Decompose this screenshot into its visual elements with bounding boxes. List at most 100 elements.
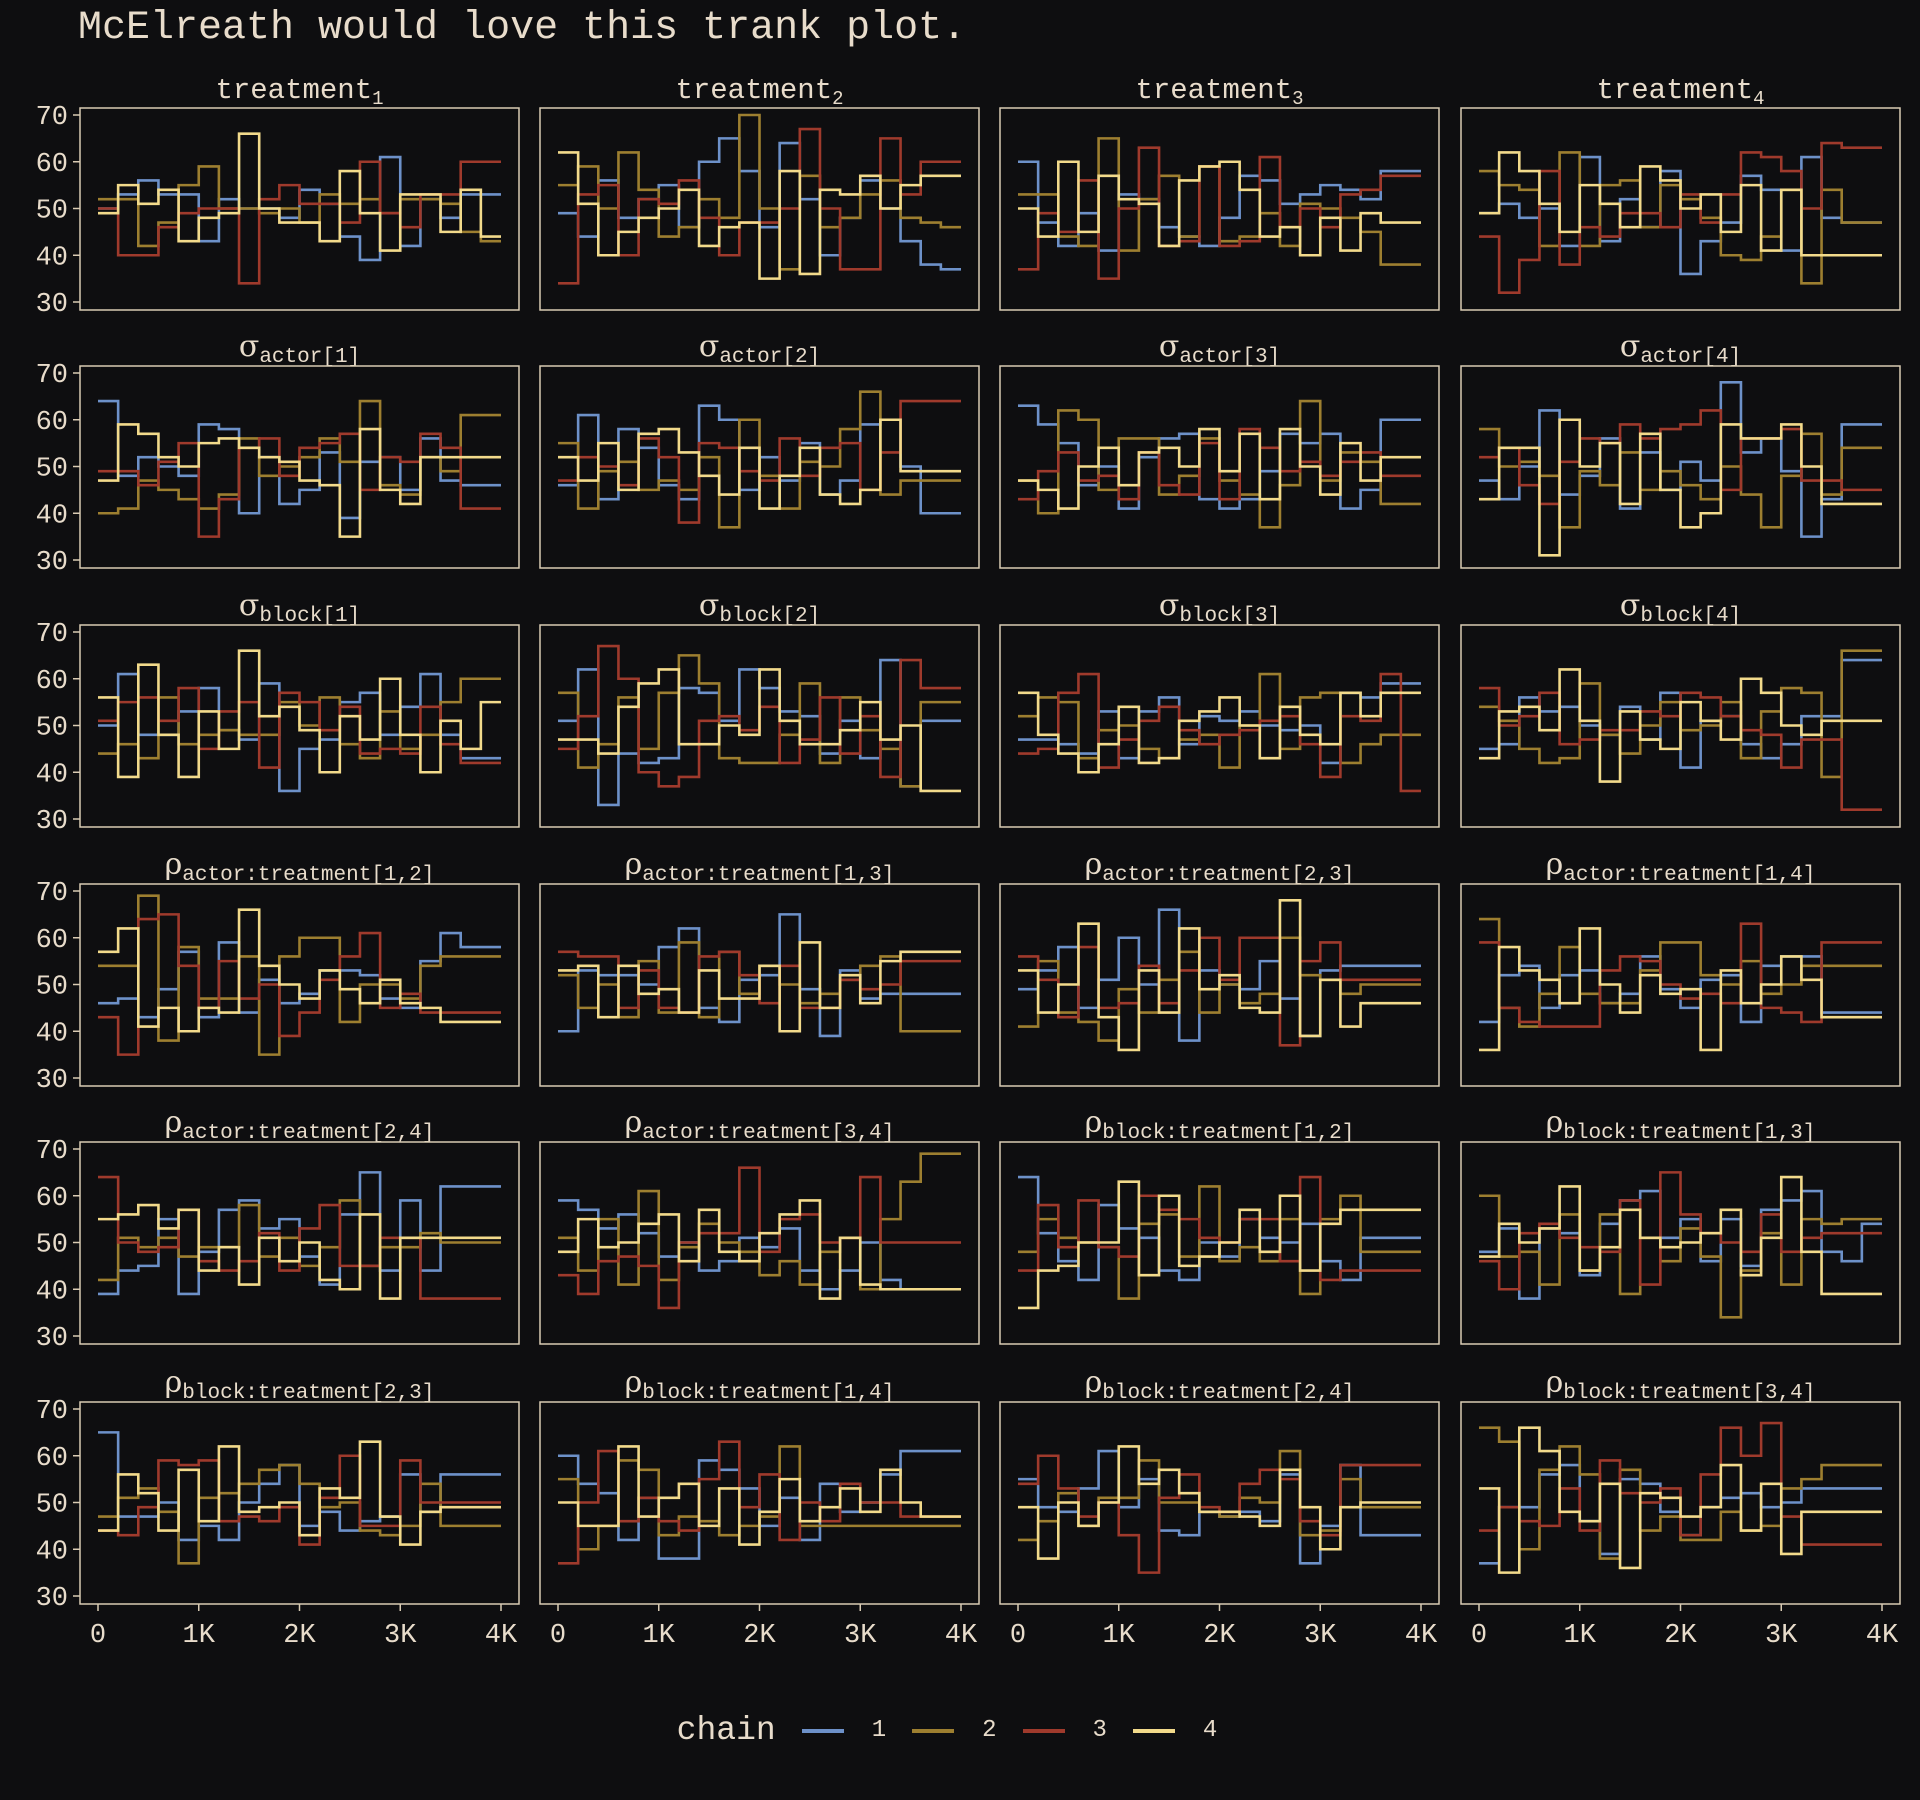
panel: ρblock:treatment[1,2] [999,1105,1440,1345]
plot-title: McElreath would love this trank plot. [78,6,967,51]
panel-title-base: ρ [165,1105,183,1140]
chain-4-rank-step-line [98,423,501,538]
panel: treatment4 [1460,74,1901,311]
panel-title: ρactor:treatment[2,4] [165,1105,435,1145]
panel-title-base: ρ [1085,1365,1103,1400]
panel: σblock[2] [539,588,980,828]
x-tick-label: 2K [1203,1621,1236,1651]
panel-title-base: treatment [1135,74,1292,107]
panel-title-base: ρ [1546,1105,1564,1140]
panel: σactor[3] [999,329,1440,569]
chain-2-rank-step-line [558,941,961,1033]
panel-title-base: ρ [1085,847,1103,882]
y-tick-label: 60 [36,150,68,180]
y-tick-label: 60 [36,1444,68,1474]
panel-title: σactor[3] [1159,329,1280,369]
chain-4-rank-step-line [98,132,501,252]
panel: ρactor:treatment[2,3] [999,847,1440,1087]
y-tick-label: 50 [36,1491,68,1521]
panel-title: σblock[2] [699,588,820,628]
y-tick-label: 60 [36,1184,68,1214]
chain-4-rank-step-line [98,649,501,779]
panel-title-subscript: actor:treatment[2,3] [1102,864,1354,887]
y-tick-label: 30 [36,1324,68,1354]
panel-title: σblock[3] [1159,588,1280,628]
panel: treatment3 [999,74,1440,311]
panel: ρblock:treatment[2,3] 30 40 50 60 70 0 1K 2K 3K 4K [36,1365,520,1651]
y-tick-label: 60 [36,667,68,697]
chain-4-rank-step-line [1479,668,1882,783]
chain-3-rank-step-line [98,686,501,769]
legend-swatch [912,1728,955,1733]
chain-3-rank-step-line [98,1454,501,1546]
panel: ρactor:treatment[1,3] [539,847,980,1087]
chain-4-rank-step-line [558,1199,961,1300]
legend-title: chain [676,1712,776,1749]
x-tick-label: 1K [1564,1621,1597,1651]
chain-2-rank-step-line [1479,1426,1882,1560]
x-tick-label: 3K [844,1621,877,1651]
panel-title: σblock[1] [239,588,360,628]
y-tick-label: 50 [36,197,68,227]
legend-label: 2 [982,1717,997,1744]
chain-4-rank-step-line [1479,418,1882,557]
panel-title-base: σ [1159,588,1179,623]
chain-1-rank-step-line [1018,1175,1421,1282]
chain-3-rank-step-line [98,160,501,285]
x-tick-label: 4K [945,1621,978,1651]
panel-title: σblock[4] [1620,588,1741,628]
chain-4-rank-step-line [98,1203,501,1300]
chain-4-rank-step-line [558,418,961,510]
legend-swatch [801,1728,844,1733]
x-tick-label: 0 [90,1621,106,1651]
panel-title-base: σ [239,329,259,364]
panel: ρblock:treatment[1,4] 0 1K 2K 3K 4K [539,1365,980,1651]
chain-4-rank-step-line [1018,1445,1421,1560]
panel-title-subscript: block:treatment[1,4] [642,1382,894,1405]
x-tick-label: 0 [550,1621,566,1651]
panel: σblock[1] 30 40 50 60 70 [36,588,520,837]
legend-label: 1 [871,1717,887,1744]
chain-1-rank-step-line [98,1171,501,1296]
panel-title-subscript: actor:treatment[1,2] [182,864,434,887]
panel: treatment1 30 40 50 60 70 [36,74,520,320]
x-tick-label: 3K [1765,1621,1798,1651]
panel-title-base: ρ [625,1105,643,1140]
panel-title-subscript: block:treatment[1,2] [1102,1122,1354,1145]
x-tick-label: 0 [1471,1621,1487,1651]
panel-title-subscript: block[2] [719,605,820,628]
y-tick-label: 40 [36,1537,68,1567]
chain-4-rank-step-line [1479,927,1882,1052]
panel-title-subscript: block[1] [259,605,360,628]
chain-4-rank-step-line [558,1445,961,1546]
panel: ρactor:treatment[1,2] 30 40 50 60 70 [36,847,520,1096]
panel-title-base: ρ [1546,1365,1564,1400]
chain-3-rank-step-line [1018,1175,1421,1282]
y-tick-label: 40 [36,501,68,531]
chain-4-rank-step-line [1479,1426,1882,1574]
legend-item-chain-2: 2 [912,1717,997,1744]
panel-title: ρblock:treatment[2,3] [165,1365,435,1405]
panel: ρactor:treatment[3,4] [539,1105,980,1345]
chain-2-rank-step-line [558,390,961,529]
panel-title-subscript: actor:treatment[2,4] [182,1122,434,1145]
y-tick-label: 30 [36,1066,68,1096]
y-tick-label: 70 [36,1397,68,1427]
x-tick-label: 1K [183,1621,216,1651]
chain-3-rank-step-line [1479,1171,1882,1291]
panel-title: ρblock:treatment[1,4] [625,1365,895,1405]
panel-title-base: ρ [165,1365,183,1400]
panel-title: ρactor:treatment[2,3] [1085,847,1355,887]
panel-title-base: treatment [675,74,832,107]
legend-item-chain-4: 4 [1132,1717,1217,1744]
panel: ρactor:treatment[1,4] [1460,847,1901,1087]
chain-4-rank-step-line [1479,1175,1882,1296]
panel-title-subscript: 2 [832,88,843,110]
y-tick-label: 70 [36,361,68,391]
chain-4-rank-step-line [558,668,961,793]
panel-title-subscript: actor:treatment[1,4] [1563,864,1815,887]
panel-title-subscript: block:treatment[2,4] [1102,1382,1354,1405]
panel: σblock[3] [999,588,1440,828]
legend-item-chain-1: 1 [801,1717,887,1744]
